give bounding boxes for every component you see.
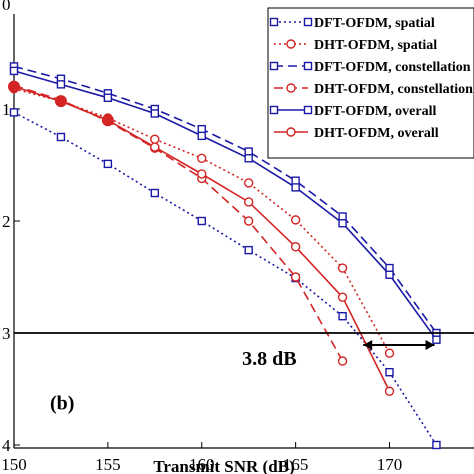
y-tick-label: 3 [2, 324, 11, 343]
data-point [197, 131, 206, 141]
data-point [103, 159, 113, 169]
data-point [197, 124, 206, 134]
legend-label: DHT-OFDM, spatial [314, 38, 437, 53]
data-point [338, 212, 347, 221]
data-point [244, 154, 253, 163]
x-tick-label: 150 [1, 455, 27, 474]
gap-label: 3.8 dB [242, 348, 296, 370]
legend-marker [269, 61, 279, 71]
data-point [432, 335, 441, 344]
legend-label: DFT-OFDM, spatial [314, 16, 435, 31]
data-point [338, 219, 347, 228]
data-point [337, 263, 348, 273]
legend: DFT-OFDM, spatial DHT-OFDM, spatial DFT-OF… [267, 7, 474, 159]
series-line [13, 65, 438, 334]
legend-marker [303, 61, 313, 71]
data-point [385, 270, 394, 279]
legend-box [267, 7, 474, 159]
legend-item: DHT-OFDM, overall [274, 126, 439, 141]
legend-item: DFT-OFDM, spatial [269, 16, 435, 31]
y-tick-label: 4 [2, 436, 11, 455]
legend-label: DHT-OFDM, overall [314, 126, 439, 141]
legend-item: DHT-OFDM, constellation [274, 82, 473, 97]
data-point [384, 386, 395, 396]
y-tick-label: 1 [2, 100, 11, 119]
legend-item: DFT-OFDM, overall [269, 104, 436, 119]
data-point [150, 109, 160, 118]
gap-arrow-head-left [363, 340, 373, 350]
data-point [291, 176, 300, 185]
series-dft-ofdm-spatial [9, 108, 441, 450]
highlight-point [101, 114, 114, 127]
x-axis-label: Transmit SNR (dB) [153, 457, 294, 474]
legend-label: DFT-OFDM, overall [314, 104, 436, 119]
annotation-layer: 3.8 dB (b) [14, 332, 474, 414]
series-layer [8, 62, 441, 450]
data-point [244, 147, 253, 156]
legend-label: DFT-OFDM, constellation [314, 60, 471, 75]
legend-item: DFT-OFDM, constellation [269, 60, 471, 75]
highlight-point [54, 95, 67, 108]
data-point [243, 216, 254, 226]
data-point [385, 368, 394, 377]
series-dft-ofdm-overall [9, 66, 441, 344]
x-tick-label: 155 [95, 455, 121, 474]
data-point [197, 153, 207, 163]
data-point [338, 312, 347, 321]
axes-text: 150 155 160 165 170 0 1 2 3 4 Transmit SNR (dB) [1, 0, 402, 474]
gap-arrow-head-right [425, 340, 435, 350]
data-point [290, 272, 301, 282]
x-tick-label: 170 [377, 455, 403, 474]
data-point [197, 169, 207, 179]
x-tick-label: 160 [189, 455, 215, 474]
data-point [9, 108, 19, 117]
data-point [56, 80, 66, 89]
data-point [384, 348, 395, 358]
legend-marker [286, 127, 296, 137]
data-point [337, 356, 348, 366]
data-point [432, 440, 441, 450]
legend-marker [303, 17, 313, 27]
data-point [56, 132, 66, 142]
legend-marker [286, 83, 296, 93]
data-point [385, 263, 394, 273]
data-point [150, 142, 160, 152]
data-point [150, 134, 160, 144]
x-tick-label: 165 [283, 455, 309, 474]
legend-marker [269, 17, 279, 27]
data-point [244, 245, 253, 255]
series-line [13, 111, 438, 446]
legend-marker [303, 105, 313, 115]
highlight-point [8, 80, 20, 93]
data-point [197, 216, 206, 226]
panel-label: (b) [50, 392, 74, 414]
data-point [337, 292, 348, 302]
data-point [9, 66, 19, 76]
data-point [291, 183, 300, 192]
data-point [243, 197, 254, 207]
y-tick-label: 2 [2, 212, 11, 231]
data-point [103, 93, 113, 103]
data-point [243, 178, 254, 188]
legend-item: DHT-OFDM, spatial [274, 38, 437, 53]
data-point [290, 242, 301, 252]
legend-marker [286, 39, 296, 49]
y-tick-label: 0 [2, 0, 11, 14]
legend-label: DHT-OFDM, constellation [314, 82, 473, 97]
legend-marker [269, 105, 279, 115]
data-point [290, 215, 301, 225]
series-line [13, 70, 438, 341]
data-point [150, 188, 160, 198]
